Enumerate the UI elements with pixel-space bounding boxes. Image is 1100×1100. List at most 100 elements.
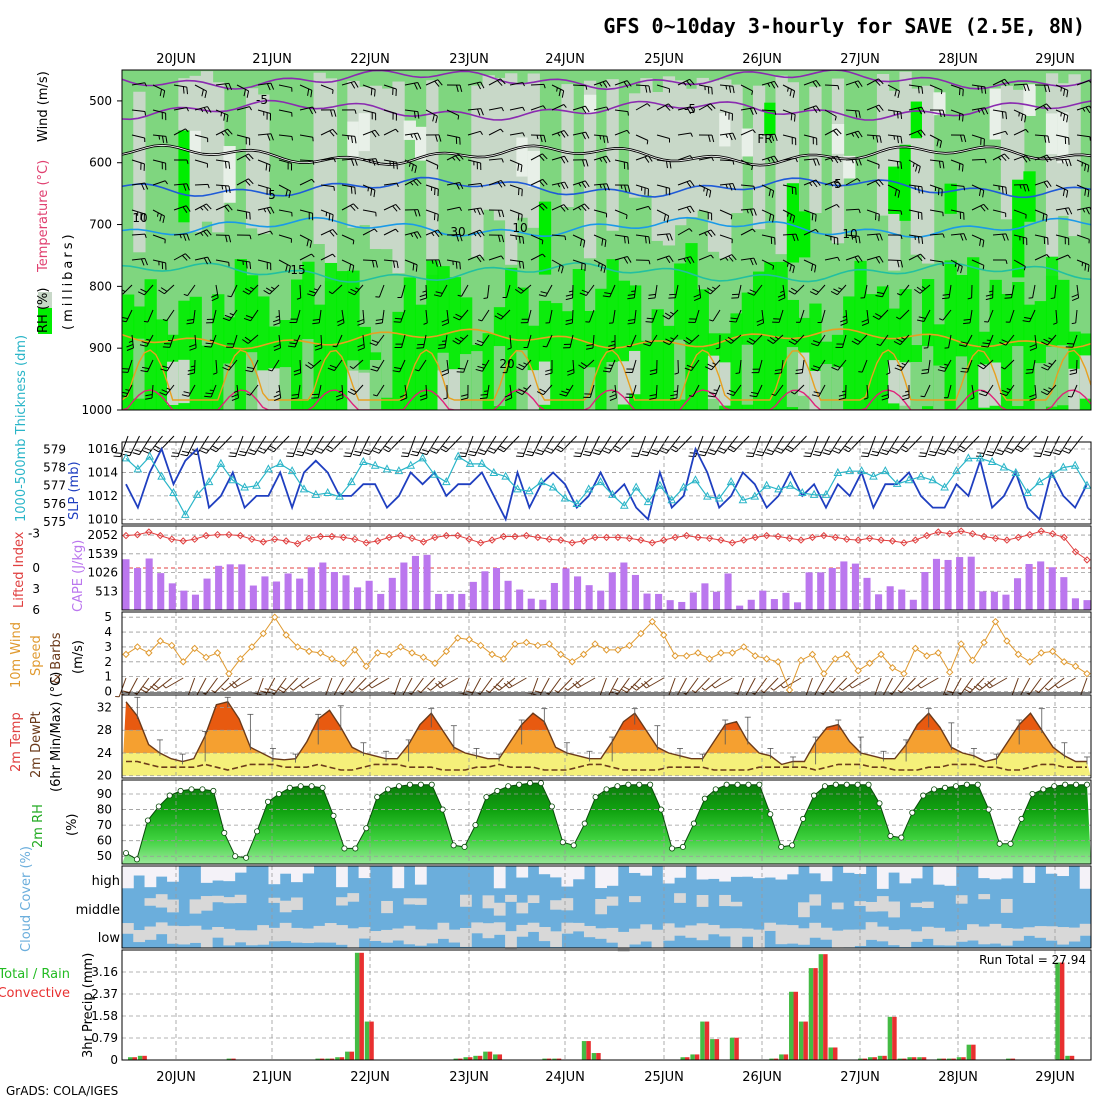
cloud-high-clear	[212, 866, 224, 881]
wind-barb-flag	[309, 240, 313, 248]
wind-speed-marker	[545, 640, 554, 648]
wind-barb-flag	[751, 165, 754, 171]
wind-barb-flag	[920, 129, 926, 136]
rh-marker	[679, 843, 686, 850]
lifted-index-marker	[557, 536, 565, 544]
rh-marker	[974, 781, 981, 788]
wind-barb-flag	[966, 686, 973, 691]
lifted-index-marker	[522, 531, 531, 540]
wind-barb-flag	[242, 290, 250, 295]
cloud-low-gap	[888, 930, 900, 946]
wind-barb-flag	[787, 87, 789, 92]
wind-barb-flag	[894, 189, 897, 197]
rh-light-region	[1045, 113, 1059, 155]
cloud-mid-gap	[831, 902, 844, 910]
wind-barb-flag	[709, 392, 717, 395]
wind-barb-flag	[832, 450, 840, 454]
cloud-high-clear	[876, 866, 889, 889]
wind-barb-shaft	[950, 109, 964, 115]
wind-barb-flag	[981, 345, 989, 348]
wind-barb-shaft	[794, 334, 805, 345]
wind-barb-flag	[460, 397, 469, 401]
wind-barb-shaft	[371, 677, 390, 689]
wind-barb-flag	[1026, 84, 1030, 91]
cloud-low-gap	[809, 922, 822, 938]
wind-barb-flag	[810, 343, 818, 347]
rh-mid-patch	[831, 366, 845, 410]
lifted-index-marker	[785, 534, 794, 543]
wind-barb-flag	[896, 364, 904, 369]
rh-mid-patch	[381, 337, 394, 398]
wind-barb-flag	[314, 344, 322, 348]
wind-barb-flag	[263, 208, 267, 213]
cloud-high-clear	[899, 866, 912, 884]
wind-barb-flag	[417, 690, 422, 693]
wind-barb-shaft	[867, 435, 876, 457]
lifted-index-marker	[545, 535, 554, 543]
wind-barb-flag	[564, 687, 569, 691]
wind-barb-flag	[350, 186, 353, 194]
wind-barb-flag	[370, 368, 378, 372]
cloud-low-gap	[527, 922, 540, 932]
wind-barb-shaft	[257, 159, 271, 166]
precip-conv-bar	[862, 1058, 868, 1060]
wind-barb-flag	[557, 132, 561, 137]
wind-barb-flag	[207, 106, 212, 113]
wind-barb-flag	[400, 397, 408, 402]
wind-speed-marker	[339, 659, 348, 667]
lifted-index-marker	[534, 533, 542, 542]
wind-barb-shaft	[971, 384, 975, 398]
wind-barb-shaft	[194, 183, 209, 186]
wind-barb-flag	[917, 319, 925, 322]
wind-barb-shaft	[589, 435, 600, 456]
precip-total-bar	[917, 1057, 922, 1060]
cloud-mid-gap	[279, 900, 292, 913]
wind-barb-shaft	[908, 106, 922, 111]
wind-barb-flag	[709, 103, 716, 109]
wind-barb-flag	[977, 452, 985, 454]
wind-barb-flag	[275, 315, 280, 318]
thickness-marker	[453, 451, 463, 460]
wind-barb-flag	[858, 209, 861, 214]
lifted-index-marker	[293, 539, 302, 548]
cloud-low-gap	[921, 926, 934, 939]
wind-barb-shaft	[1071, 384, 1078, 398]
wind-barb-flag	[410, 133, 413, 139]
rh-moist-patch	[786, 183, 800, 263]
wind-barb-flag	[335, 394, 343, 398]
y-tick-label: 2052	[87, 528, 118, 542]
wind-barb-flag	[497, 181, 503, 188]
rh-gray-region	[493, 77, 507, 221]
wind-barb-flag	[921, 106, 926, 114]
wind-barb-shaft	[635, 234, 649, 238]
wind-speed-marker	[419, 653, 428, 662]
lifted-index-marker	[762, 531, 771, 540]
wind-barb-flag	[498, 210, 501, 218]
wind-barb-shaft	[782, 134, 796, 139]
cape-bar	[562, 568, 570, 610]
wind-barb-flag	[1046, 154, 1052, 161]
wind-barb-flag	[1022, 156, 1028, 163]
wind-barb-flag	[896, 136, 899, 144]
cloud-low-gap	[707, 924, 720, 935]
wind-barb-flag	[875, 257, 881, 264]
thickness-marker	[525, 486, 534, 495]
wind-barb-flag	[944, 363, 949, 366]
wind-barb-flag	[768, 189, 772, 197]
lifted-index-marker	[431, 533, 439, 542]
wind-barb-shaft	[761, 109, 776, 112]
wind-barb-flag	[331, 214, 334, 222]
rh-legend-bar-light	[38, 292, 52, 308]
wind-barb-flag	[597, 262, 600, 267]
wind-speed-marker	[946, 668, 954, 676]
wind-barb-flag	[1001, 233, 1006, 241]
wind-barb-flag	[732, 132, 737, 140]
wind-barb-flag	[417, 209, 421, 217]
precip-total-bar	[818, 954, 824, 1060]
wind-barb-flag	[668, 103, 674, 110]
wind-speed-marker	[1003, 637, 1011, 645]
wind-barb-flag	[752, 228, 756, 233]
wind-barb-flag	[293, 372, 301, 376]
wind-barb-shaft	[292, 435, 301, 457]
rh-marker	[461, 843, 468, 850]
